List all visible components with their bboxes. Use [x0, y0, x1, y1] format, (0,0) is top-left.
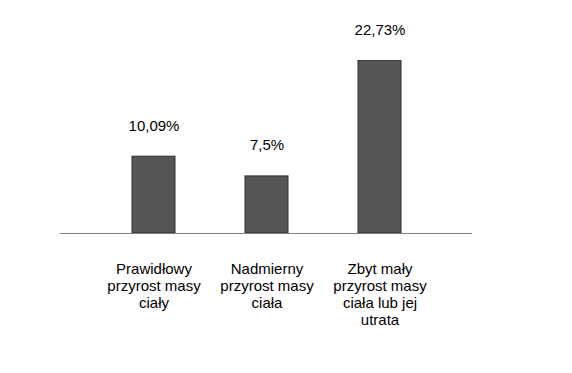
svg-text:Zbyt małyprzyrost masyciała lu: Zbyt małyprzyrost masyciała lub jejutrat…	[333, 260, 427, 329]
svg-text:Nadmiernyprzyrost masyciała: Nadmiernyprzyrost masyciała	[220, 260, 314, 312]
svg-text:22,73%: 22,73%	[355, 21, 406, 38]
svg-text:7,5%: 7,5%	[250, 136, 284, 153]
svg-text:Prawidłowyprzyrost masyciały: Prawidłowyprzyrost masyciały	[107, 260, 201, 312]
svg-text:10,09%: 10,09%	[129, 117, 180, 134]
